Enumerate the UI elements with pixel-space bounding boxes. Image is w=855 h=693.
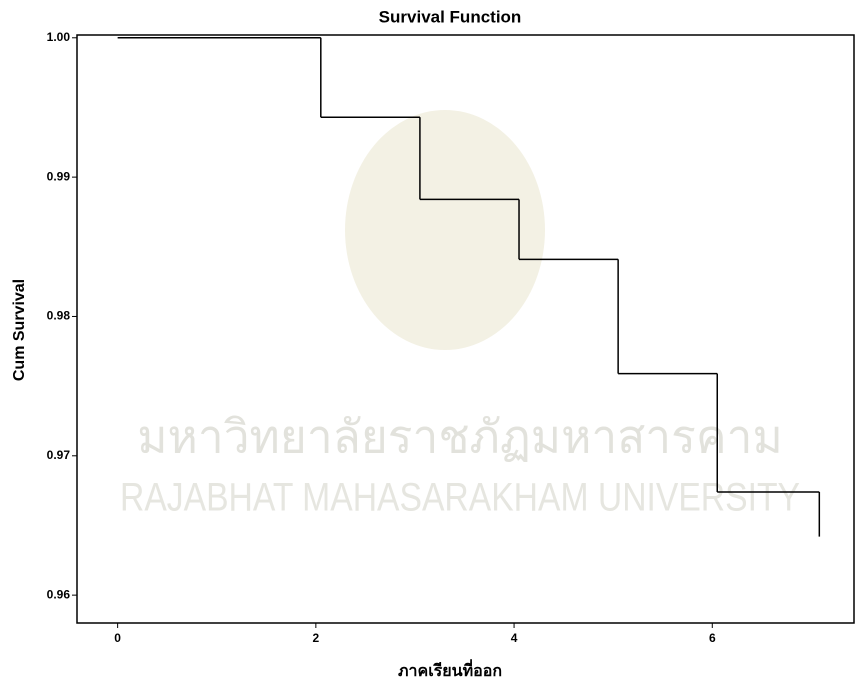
- y-tick-label: 1.00: [47, 30, 71, 44]
- y-tick-label: 0.96: [47, 587, 71, 601]
- y-tick-label: 0.98: [47, 309, 71, 323]
- x-tick-label: 4: [511, 631, 518, 645]
- plot-frame: [76, 34, 855, 624]
- y-tick-label: 0.99: [47, 169, 71, 183]
- x-tick-label: 0: [114, 631, 121, 645]
- watermark: RAJABHAT MAHASARAKHAM UNIVERSITY: [120, 476, 800, 520]
- x-axis-title: ภาคเรียนที่ออก: [398, 659, 502, 680]
- watermark: มหาวิทยาลัยราชภัฏมหาสารคาม: [137, 410, 783, 464]
- watermark-logo: [345, 110, 545, 350]
- y-tick-label: 0.97: [47, 448, 71, 462]
- x-tick-label: 2: [313, 631, 320, 645]
- chart-title: Survival Function: [379, 7, 522, 26]
- x-tick-label: 6: [709, 631, 716, 645]
- y-axis-title: Cum Survival: [11, 279, 28, 381]
